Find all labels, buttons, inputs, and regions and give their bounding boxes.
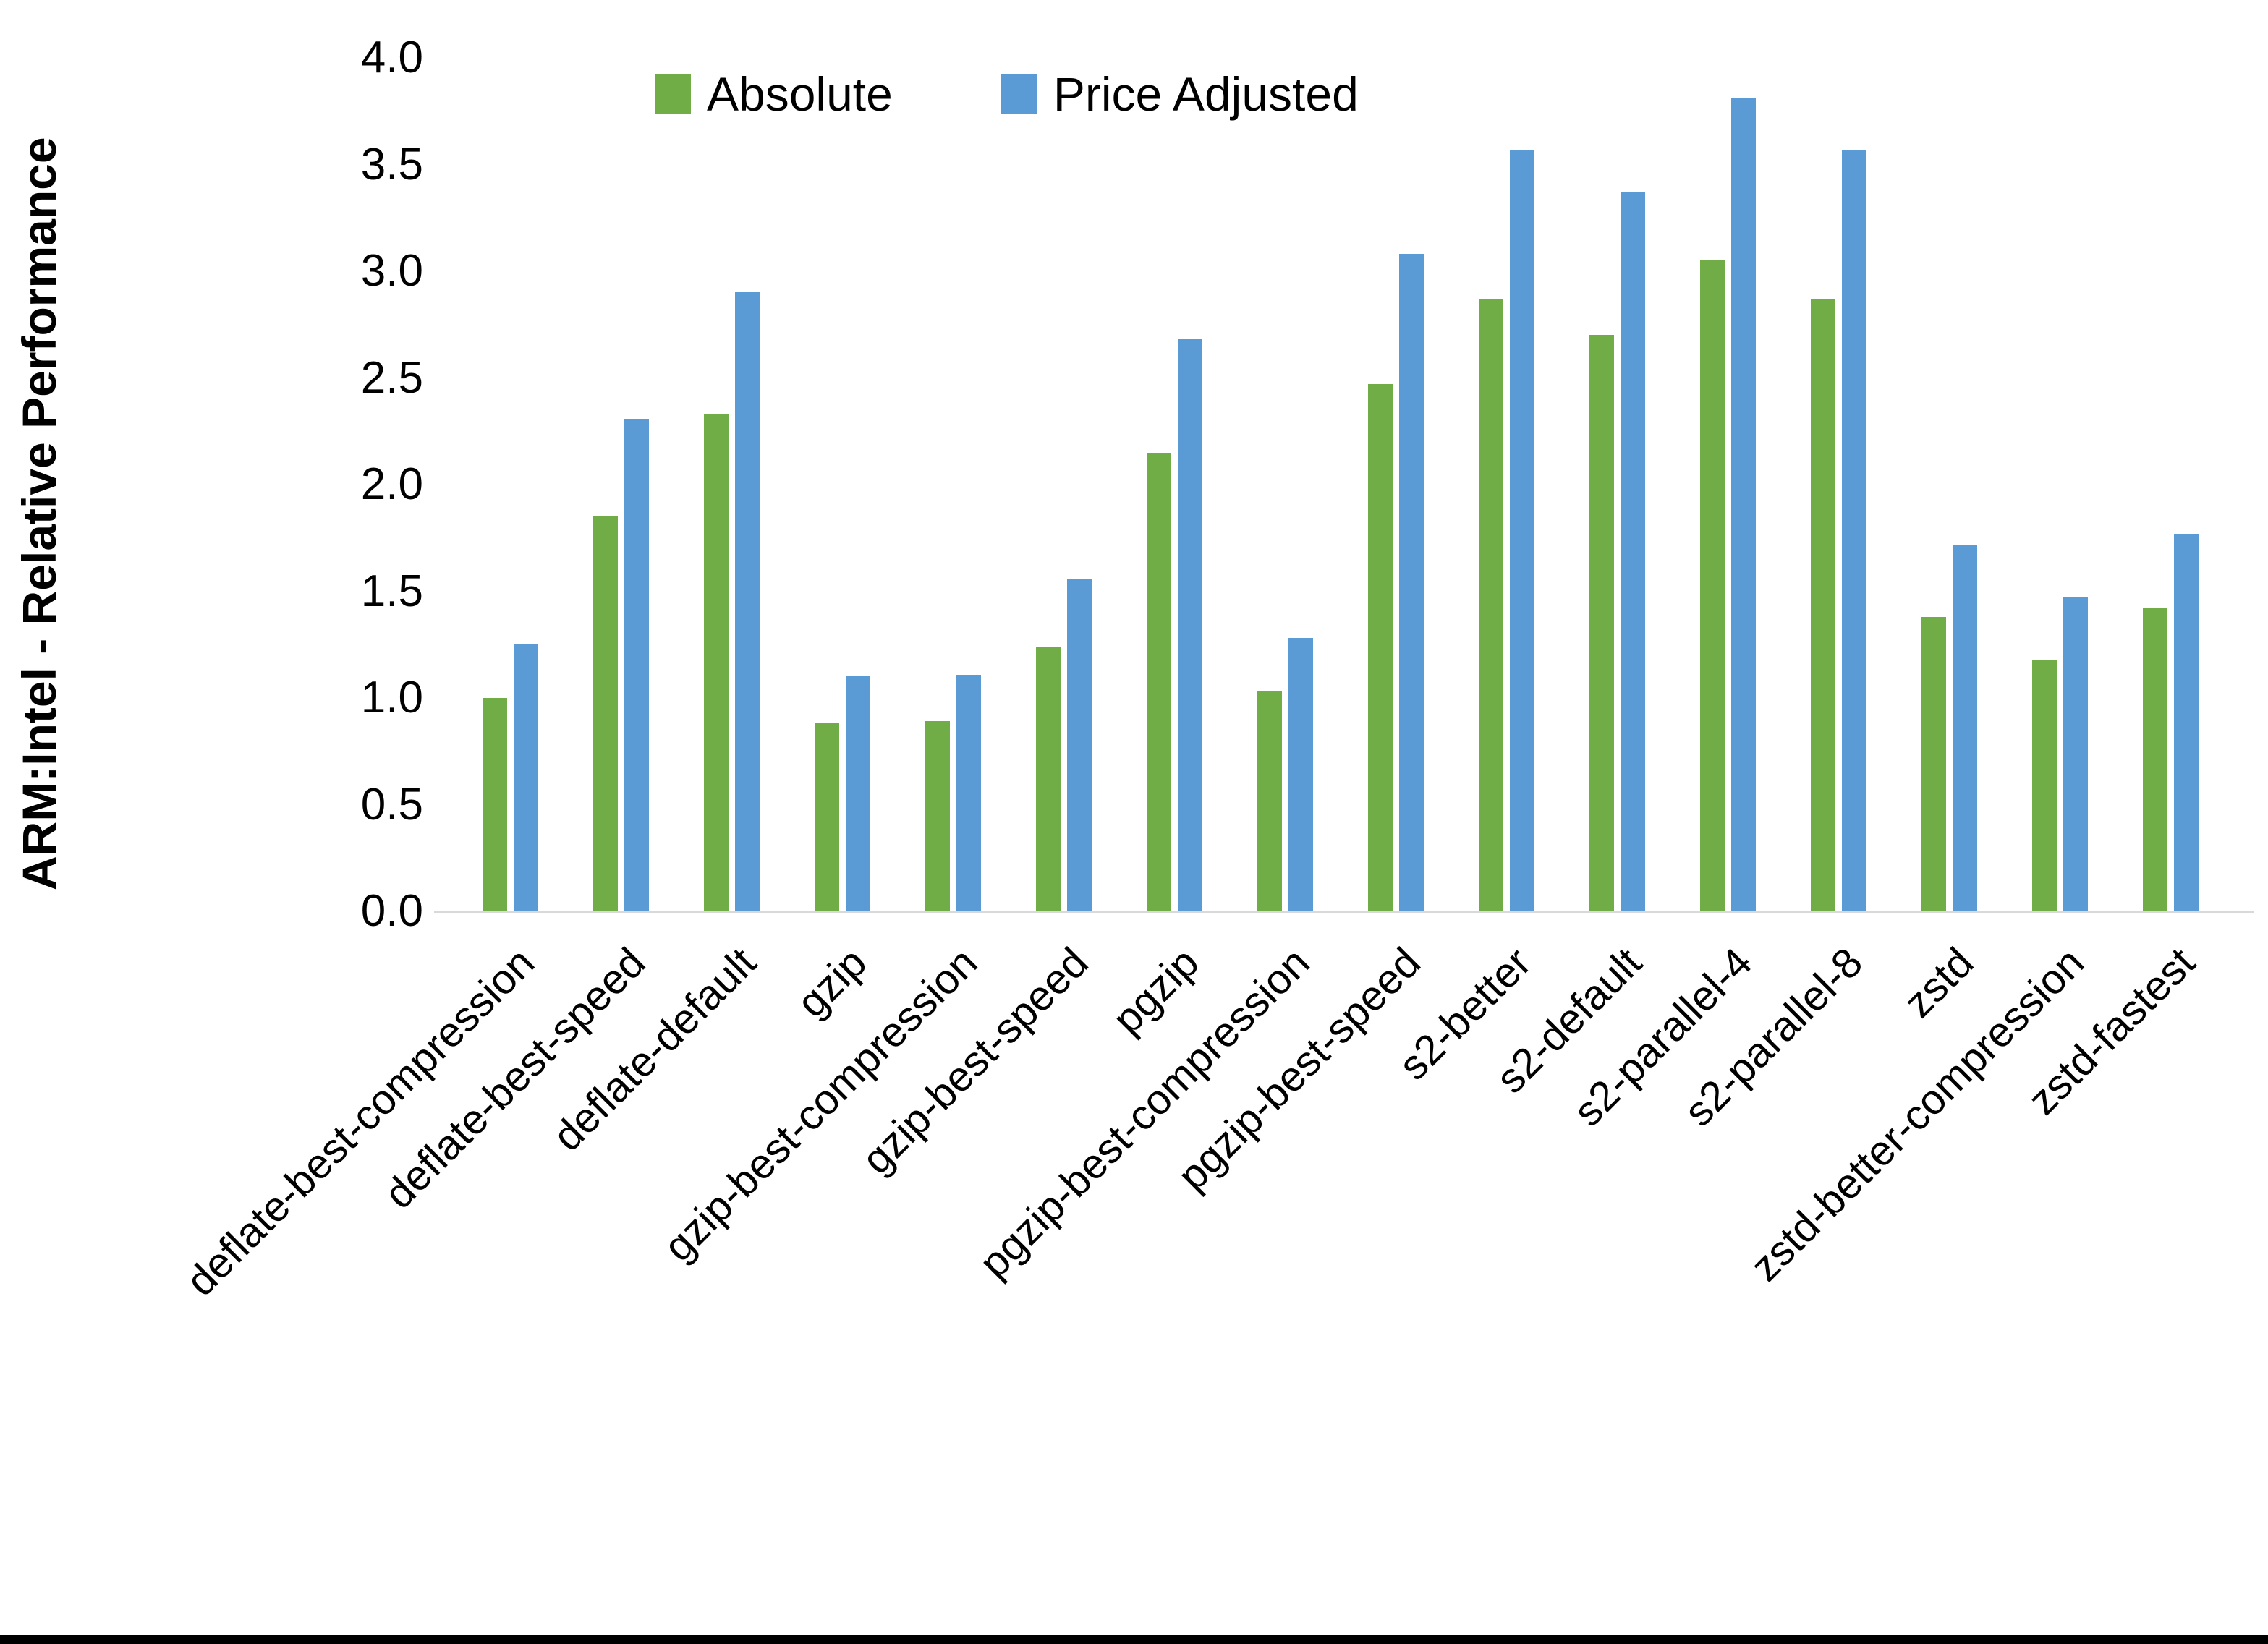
bar-absolute (1036, 647, 1061, 911)
y-tick-label: 3.5 (360, 139, 423, 189)
legend: Absolute Price Adjusted (655, 67, 1359, 122)
bar-absolute (2032, 660, 2057, 911)
bar-absolute (2143, 608, 2167, 911)
y-tick-label: 1.0 (360, 673, 423, 723)
bar-price-adjusted (1731, 98, 1756, 911)
bar-price-adjusted (1953, 545, 1977, 911)
bar-price-adjusted (2174, 534, 2199, 911)
legend-label-price-adjusted: Price Adjusted (1053, 67, 1359, 121)
bar-absolute (483, 698, 507, 911)
bar-absolute (1700, 260, 1725, 911)
bar-price-adjusted (735, 292, 760, 911)
bar-absolute (1479, 299, 1503, 911)
bar-price-adjusted (514, 644, 538, 911)
bar-price-adjusted (1510, 150, 1534, 911)
window-border-bottom (0, 1635, 2268, 1644)
bar-price-adjusted (1288, 638, 1313, 911)
legend-item-price-adjusted: Price Adjusted (1001, 67, 1359, 122)
bar-absolute (925, 721, 950, 911)
x-axis-line (434, 911, 2254, 913)
bar-absolute (1147, 453, 1171, 911)
y-axis-title: ARM:Intel - Relative Performance (12, 137, 66, 890)
plot-area (449, 58, 2250, 911)
bar-absolute (815, 723, 839, 911)
y-tick-label: 0.0 (360, 886, 423, 936)
bar-absolute (1368, 384, 1393, 911)
bar-price-adjusted (846, 676, 870, 911)
x-tick-label: gzip (788, 939, 876, 1027)
bar-absolute (593, 516, 618, 911)
legend-item-absolute: Absolute (655, 67, 893, 122)
x-tick-label: pgzip (1103, 939, 1208, 1044)
y-tick-label: 4.0 (360, 33, 423, 82)
legend-marker-price-adjusted-icon (1001, 74, 1037, 114)
bar-absolute (1257, 691, 1282, 911)
bar-price-adjusted (1067, 579, 1092, 911)
bar-price-adjusted (624, 419, 649, 911)
bar-price-adjusted (1621, 192, 1645, 911)
bar-price-adjusted (956, 675, 981, 911)
bar-absolute (1589, 335, 1614, 911)
y-tick-label: 0.5 (360, 779, 423, 830)
bar-absolute (1811, 299, 1835, 911)
bar-absolute (1921, 617, 1946, 911)
legend-label-absolute: Absolute (707, 67, 893, 121)
legend-marker-absolute-icon (655, 74, 691, 114)
y-tick-label: 1.5 (360, 566, 423, 616)
bar-price-adjusted (1842, 150, 1866, 911)
bar-price-adjusted (2063, 597, 2088, 911)
y-tick-label: 2.0 (360, 459, 423, 509)
x-tick-label: zstd (1895, 939, 1983, 1027)
bar-absolute (704, 414, 729, 911)
y-tick-label: 3.0 (360, 246, 423, 296)
bar-price-adjusted (1178, 339, 1202, 911)
bar-price-adjusted (1399, 254, 1424, 911)
y-tick-label: 2.5 (360, 352, 423, 403)
